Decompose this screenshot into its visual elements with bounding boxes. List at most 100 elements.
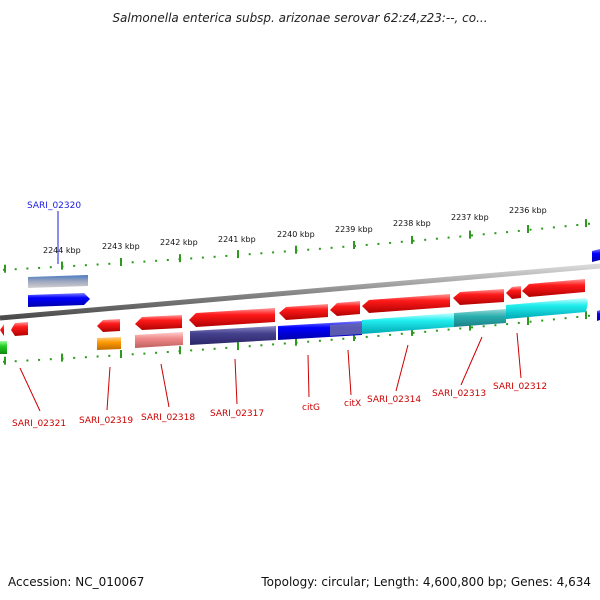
inner-track-minor-tick xyxy=(307,340,310,343)
feature-bar-teal[interactable] xyxy=(454,309,506,327)
gene-arrow-sari-02318[interactable] xyxy=(135,315,182,330)
outer-track-minor-tick xyxy=(49,266,52,269)
feature-bar-cyan-right[interactable] xyxy=(506,298,588,319)
outer-track-minor-tick xyxy=(342,245,345,248)
feature-bar-orange[interactable] xyxy=(97,337,121,350)
inner-track-major-tick xyxy=(585,311,587,320)
outer-track-minor-tick xyxy=(541,227,544,230)
inner-track-minor-tick xyxy=(435,329,438,332)
inner-track-minor-tick xyxy=(272,343,275,346)
gene-label-sari-02313[interactable]: SARI_02313 xyxy=(432,389,486,399)
gene-label-sari-02314[interactable]: SARI_02314 xyxy=(367,395,421,405)
inner-track-minor-tick xyxy=(26,359,29,362)
feature-bar-green[interactable] xyxy=(0,341,7,354)
leader-citg xyxy=(307,354,310,398)
gene-label-sari-02321[interactable]: SARI_02321 xyxy=(12,419,66,429)
outer-track-minor-tick xyxy=(213,255,216,258)
gene-label-sari-02317[interactable]: SARI_02317 xyxy=(210,409,264,419)
outer-track-minor-tick xyxy=(260,252,263,255)
inner-track-minor-tick xyxy=(14,360,17,363)
gene-label-sari-02318[interactable]: SARI_02318 xyxy=(141,413,195,423)
scale-label-2237: 2237 kbp xyxy=(451,213,489,222)
leader-sari-02314 xyxy=(395,344,409,392)
inner-track-minor-tick xyxy=(517,321,520,324)
outer-track-minor-tick xyxy=(272,251,275,254)
gene-arrow-sari-02319[interactable] xyxy=(97,319,120,332)
outer-track-major-tick xyxy=(353,241,355,249)
outer-track-minor-tick xyxy=(318,247,321,250)
inner-track-major-tick xyxy=(411,327,413,336)
inner-track-major-tick xyxy=(295,337,297,346)
inner-track-minor-tick xyxy=(213,347,216,350)
inner-track-minor-tick xyxy=(424,330,427,333)
gene-track-reverse xyxy=(0,279,585,336)
gene-forward-blue-upper[interactable] xyxy=(28,293,90,307)
outer-track-minor-tick xyxy=(143,260,146,263)
outer-track-minor-tick xyxy=(529,228,532,231)
outer-track-minor-tick xyxy=(576,224,579,226)
inner-track-minor-tick xyxy=(201,348,204,351)
outer-track-minor-tick xyxy=(365,243,368,246)
inner-track-major-tick xyxy=(237,342,239,351)
outer-track-major-tick xyxy=(411,235,413,244)
outer-track-minor-tick xyxy=(96,263,99,266)
gene-label-sari-02320[interactable]: SARI_02320 xyxy=(27,201,81,211)
feature-bar-blue-edge[interactable] xyxy=(597,310,600,321)
outer-track-minor-tick xyxy=(131,261,134,264)
scale-label-2244: 2244 kbp xyxy=(43,246,81,255)
leader-sari-02321 xyxy=(19,367,41,412)
feature-bar-navy[interactable] xyxy=(190,326,276,345)
inner-track-minor-tick xyxy=(412,331,415,334)
outer-track-minor-tick xyxy=(517,229,520,232)
inner-track-minor-tick xyxy=(377,334,380,337)
gene-arrow-sari-02314[interactable] xyxy=(362,294,450,313)
leader-sari-02318 xyxy=(160,363,170,408)
outer-track-minor-tick xyxy=(73,264,76,267)
gene-arrow-sari-02313[interactable] xyxy=(453,289,504,305)
map-title: Salmonella enterica subsp. arizonae sero… xyxy=(112,11,487,25)
gene-arrow-citg[interactable] xyxy=(279,304,328,320)
gene-label-sari-02312[interactable]: SARI_02312 xyxy=(493,382,547,392)
outer-track-minor-tick xyxy=(190,257,193,260)
inner-tick-track xyxy=(3,311,590,365)
gene-arrow-sari-02321-b[interactable] xyxy=(11,322,28,336)
leader-citx xyxy=(347,349,352,396)
outer-track-minor-tick xyxy=(564,225,567,228)
scale-label-2238: 2238 kbp xyxy=(393,219,431,228)
outer-track-major-tick xyxy=(4,264,6,273)
scale-labels: 2244 kbp 2243 kbp 2242 kbp 2241 kbp 2240… xyxy=(43,206,547,255)
scale-label-2242: 2242 kbp xyxy=(160,238,198,247)
feature-bar-upper[interactable] xyxy=(28,275,88,288)
outer-track-major-tick xyxy=(179,254,181,263)
gene-arrow-sari-02321-a[interactable] xyxy=(0,324,4,336)
gene-arrow-sari-02317[interactable] xyxy=(189,308,275,327)
gene-label-citx[interactable]: citX xyxy=(344,399,361,409)
inner-track-minor-tick xyxy=(49,358,52,361)
leader-sari-02319 xyxy=(106,366,111,411)
outer-track-minor-tick xyxy=(400,240,403,243)
gene-arrow-sari-02312-b[interactable] xyxy=(522,279,585,297)
inner-track-minor-tick xyxy=(108,354,111,357)
feature-bar-slate[interactable] xyxy=(330,323,362,336)
scale-label-2236: 2236 kbp xyxy=(509,206,547,215)
gene-arrow-citx[interactable] xyxy=(330,301,360,316)
gene-arrow-sari-02312-a[interactable] xyxy=(506,286,521,299)
outer-track-minor-tick xyxy=(377,242,380,245)
inner-track-minor-tick xyxy=(330,338,333,341)
inner-track-minor-tick xyxy=(459,327,462,330)
feature-track xyxy=(0,298,600,354)
outer-track-minor-tick xyxy=(447,236,450,239)
outer-track-minor-tick xyxy=(283,250,286,253)
feature-bar-pink[interactable] xyxy=(135,332,183,348)
gene-label-sari-02319[interactable]: SARI_02319 xyxy=(79,416,133,426)
outer-track-minor-tick xyxy=(38,266,41,269)
outer-track-minor-tick xyxy=(108,262,111,265)
gene-label-citg[interactable]: citG xyxy=(302,403,320,413)
outer-track-minor-tick xyxy=(459,235,462,238)
feature-bar-cyan-left[interactable] xyxy=(362,313,454,334)
topology-text: Topology: circular; Length: 4,600,800 bp… xyxy=(260,575,591,589)
inner-track-minor-tick xyxy=(190,349,193,352)
gene-forward-blue-edge[interactable] xyxy=(592,249,600,262)
leader-sari-02312 xyxy=(516,332,522,379)
